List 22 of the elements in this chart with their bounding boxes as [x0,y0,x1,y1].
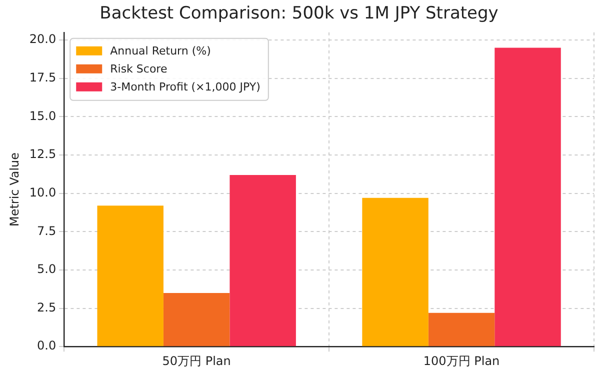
y-tick-label: 5.0 [37,262,56,276]
y-tick-label: 12.5 [29,147,56,162]
y-tick-label: 10.0 [29,185,56,200]
x-tick-label: 100万円 Plan [423,354,500,368]
y-tick-label: 17.5 [29,70,56,85]
x-tick-label: 50万円 Plan [162,354,231,368]
y-tick-label: 15.0 [29,108,56,123]
chart-title: Backtest Comparison: 500k vs 1M JPY Strategy [100,4,498,24]
bar [362,198,428,346]
legend-label: Annual Return (%) [110,44,211,58]
y-tick-label: 2.5 [37,300,56,314]
y-tick-label: 7.5 [37,224,56,238]
bar [494,48,561,346]
bar [428,312,495,346]
legend-label: Risk Score [110,62,168,76]
bar [97,206,164,346]
bar [230,174,296,346]
y-tick-label: 0.0 [37,338,56,353]
y-axis-title: Metric Value [7,152,22,227]
legend-label: 3-Month Profit (×1,000 JPY) [110,80,260,94]
y-tick-label: 20.0 [29,32,56,46]
bar [163,292,230,346]
